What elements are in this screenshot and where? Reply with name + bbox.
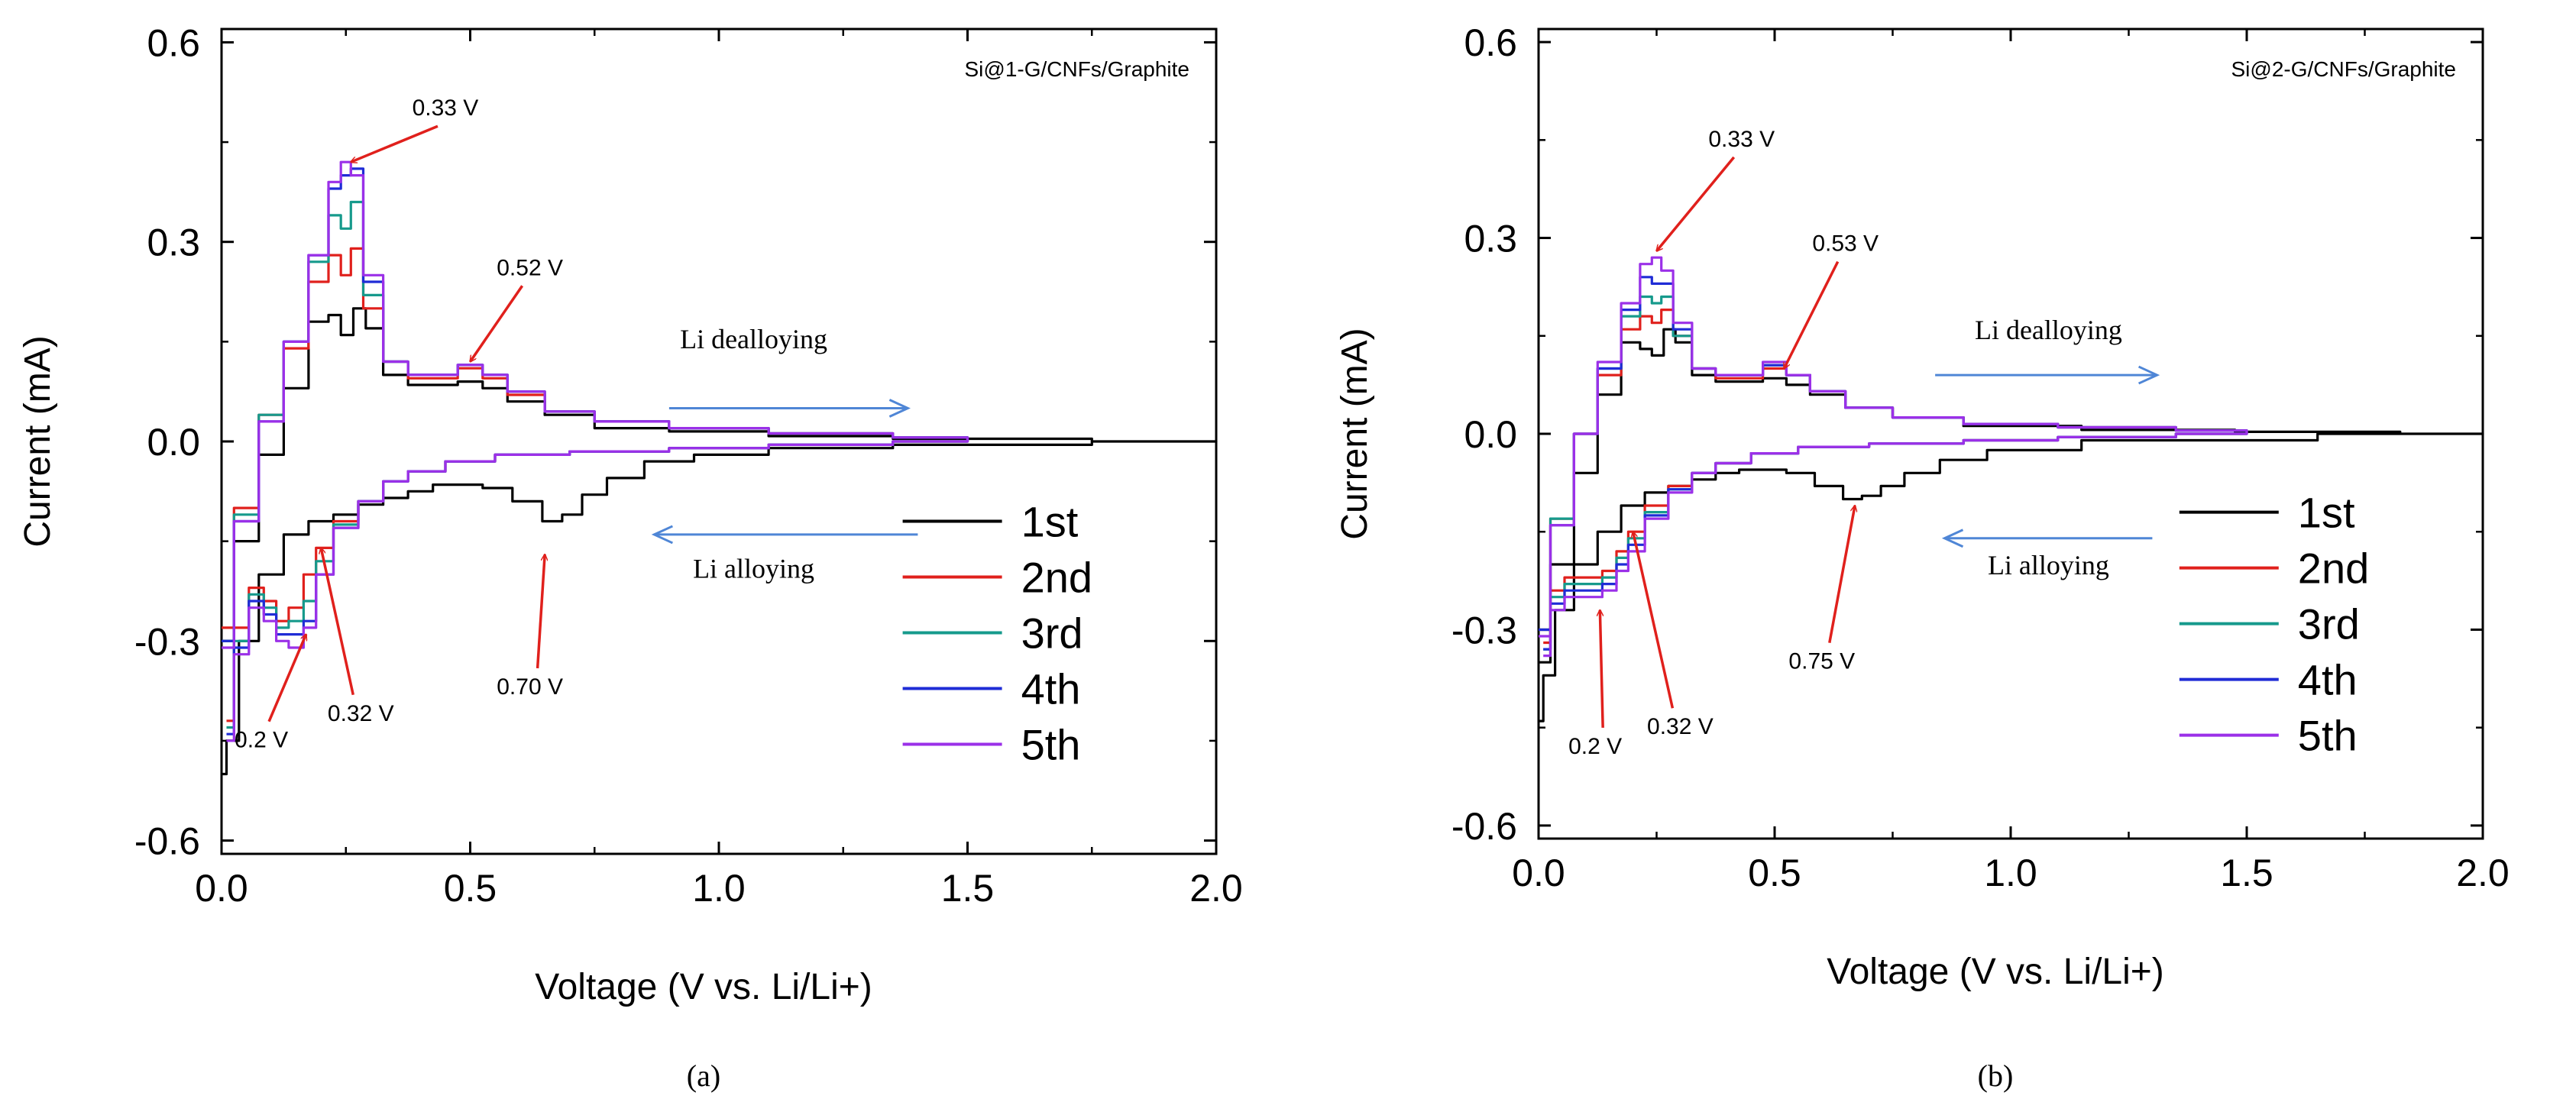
- annotation-label: 0.2 V: [235, 728, 288, 753]
- annotation-arrow: [1657, 156, 1736, 251]
- process-arrow-head: [651, 525, 673, 545]
- annotation-arrow: [1600, 610, 1604, 728]
- annotation-label: 0.33 V: [413, 95, 479, 121]
- panel-caption: (b): [1978, 1059, 2014, 1093]
- x-axis-title: Voltage (V vs. Li/Li+): [535, 967, 872, 1007]
- annotation-label: 0.32 V: [1647, 714, 1714, 739]
- y-axis-title: Current (mA): [18, 335, 58, 547]
- legend-label-2nd: 2nd: [1021, 554, 1092, 602]
- legend-label-3rd: 3rd: [2298, 600, 2360, 648]
- series-line-3rd: [222, 200, 969, 729]
- annotation-label: 0.52 V: [497, 255, 563, 280]
- annotation-arrow: [267, 635, 306, 722]
- y-tick-label: 0.3: [1464, 218, 1517, 260]
- series-line-2nd: [222, 247, 969, 722]
- x-tick-label: 0.5: [1748, 852, 1801, 894]
- legend-label-5th: 5th: [2298, 712, 2358, 760]
- x-tick-label: 0.0: [195, 867, 248, 910]
- panel-b: 0.0 0.5 1.0 1.5 2.0 0.6 0.3 0.0 -0.3 -0.6 Voltage …: [1335, 21, 2510, 1093]
- series-line-5th: [1539, 256, 2248, 658]
- y-tick-label: -0.3: [1451, 609, 1517, 651]
- y-tick-label: -0.6: [1451, 805, 1517, 848]
- series-line-1st: [222, 307, 1218, 776]
- x-tick-label: 2.0: [2456, 852, 2510, 894]
- series-line-5th: [222, 160, 969, 742]
- legend-label-2nd: 2nd: [2298, 545, 2369, 593]
- x-tick-label: 2.0: [1189, 867, 1243, 910]
- x-tick-label: 0.5: [444, 867, 497, 910]
- y-tick-label: 0.6: [147, 21, 200, 64]
- annotation-label: 0.2 V: [1568, 734, 1622, 759]
- x-tick-label: 1.0: [1984, 852, 2037, 894]
- annotation-label: 0.33 V: [1708, 127, 1775, 152]
- y-tick-label: -0.6: [134, 820, 200, 863]
- process-label: Li dealloying: [680, 324, 827, 354]
- legend-label-3rd: 3rd: [1021, 609, 1083, 658]
- process-arrow-head: [1941, 529, 1964, 548]
- annotation-label: 0.32 V: [328, 701, 394, 726]
- process-arrow-head: [2137, 365, 2160, 385]
- y-tick-label: 0.0: [147, 421, 200, 464]
- legend-label-1st: 1st: [2298, 489, 2355, 537]
- series-line-4th: [1539, 276, 2248, 651]
- x-axis-title: Voltage (V vs. Li/Li+): [1827, 952, 2164, 992]
- y-tick-label: -0.3: [134, 620, 200, 663]
- legend-label-5th: 5th: [1021, 721, 1081, 769]
- legend-label-4th: 4th: [1021, 665, 1081, 713]
- annotation-arrow: [1828, 506, 1855, 644]
- x-tick-label: 1.0: [692, 867, 746, 910]
- y-axis-title: Current (mA): [1335, 328, 1375, 539]
- panel-title: Si@2-G/CNFs/Graphite: [2231, 57, 2457, 81]
- y-tick-label: 0.6: [1464, 21, 1517, 64]
- x-tick-label: 1.5: [2220, 852, 2273, 894]
- annotation-arrow: [321, 548, 354, 696]
- x-tick-label: 1.5: [941, 867, 995, 910]
- series-line-2nd: [1539, 309, 2248, 645]
- annotation-arrow: [1633, 532, 1675, 709]
- annotation-label: 0.53 V: [1812, 231, 1879, 257]
- panel-title: Si@1-G/CNFs/Graphite: [965, 57, 1190, 81]
- panel-caption: (a): [687, 1059, 720, 1093]
- annotation-arrow: [536, 554, 545, 669]
- annotation-arrow: [1782, 260, 1840, 369]
- annotation-arrow: [469, 285, 524, 361]
- process-label: Li dealloying: [1975, 315, 2122, 345]
- y-tick-label: 0.3: [147, 221, 200, 264]
- annotation-label: 0.70 V: [497, 674, 563, 700]
- y-tick-label: 0.0: [1464, 413, 1517, 456]
- x-tick-label: 0.0: [1512, 852, 1565, 894]
- legend-label-1st: 1st: [1021, 498, 1079, 546]
- panel-a: 0.0 0.5 1.0 1.5 2.0 0.6 0.3 0.0 -0.3 -0.6 Voltage …: [18, 21, 1243, 1093]
- annotation-arrow: [351, 124, 439, 162]
- process-label: Li alloying: [1988, 550, 2109, 580]
- process-arrow-head: [888, 399, 911, 418]
- legend-label-4th: 4th: [2298, 656, 2358, 704]
- annotation-label: 0.75 V: [1788, 649, 1855, 674]
- process-label: Li alloying: [693, 554, 814, 584]
